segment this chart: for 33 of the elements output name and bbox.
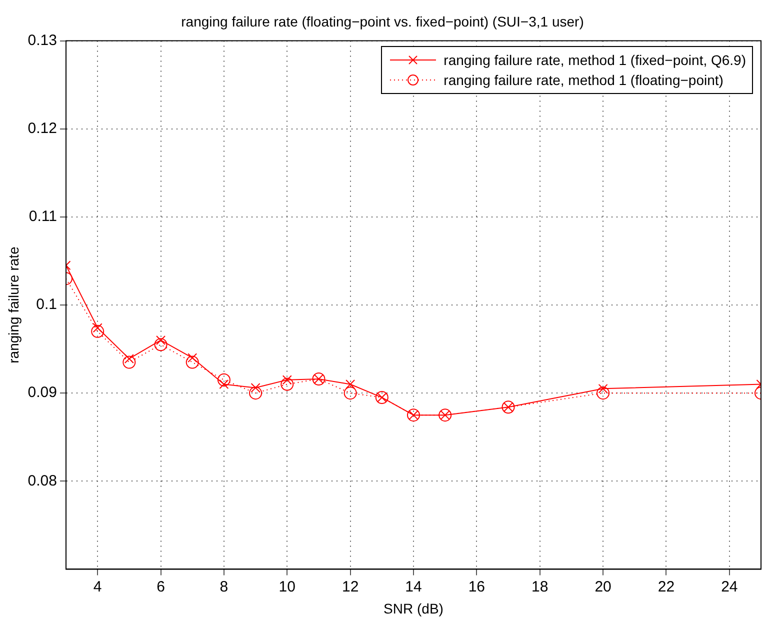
x-tick-label: 24 <box>721 578 738 596</box>
y-tick-label: 0.11 <box>28 208 57 226</box>
point <box>91 324 104 338</box>
point <box>122 356 136 369</box>
point <box>344 386 357 400</box>
y-axis-title: ranging failure rate <box>5 246 22 364</box>
x-tick-label: 14 <box>405 578 422 596</box>
x-tick-label: 4 <box>93 578 102 596</box>
chart-title: ranging failure rate (floating−point vs. fixed−point) (SUI−3,1 user) <box>181 13 584 30</box>
y-tick-label: 0.09 <box>28 384 57 402</box>
x-tick-label: 8 <box>220 578 228 596</box>
legend-label: ranging failure rate, method 1 (fixed−point, Q6.9) <box>444 52 746 68</box>
y-tick-label: 0.12 <box>28 120 57 138</box>
y-tick-label: 0.13 <box>28 32 57 49</box>
x-tick-label: 6 <box>156 578 165 596</box>
y-tick-label: 0.08 <box>28 472 57 490</box>
point <box>346 380 356 390</box>
x-tick-label: 22 <box>658 578 675 596</box>
x-tick-label: 18 <box>532 578 548 596</box>
x-axis-title: SNR (dB) <box>384 600 444 616</box>
point <box>186 356 199 369</box>
legend-label: ranging failure rate, method 1 (floating−point) <box>444 72 724 88</box>
point <box>217 373 230 386</box>
y-tick-label: 0.1 <box>36 296 57 314</box>
point <box>249 386 262 400</box>
x-tick-label: 10 <box>278 578 296 596</box>
point <box>280 378 294 391</box>
point <box>596 386 610 400</box>
x-tick-label: 12 <box>342 578 359 596</box>
x-tick-label: 20 <box>594 578 612 596</box>
point <box>154 338 168 352</box>
point <box>250 383 260 393</box>
x-tick-label: 16 <box>468 578 486 596</box>
